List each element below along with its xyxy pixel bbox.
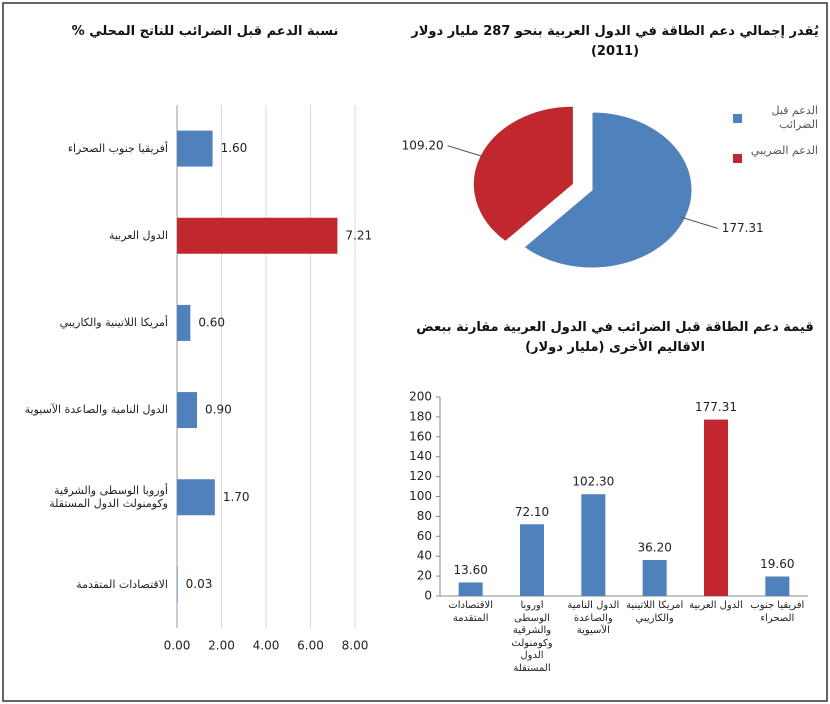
value-label: 0.90 <box>205 403 232 417</box>
legend-label-box: الدعم الضريبي <box>750 144 818 157</box>
category-label-box: الاقتصادات المتقدمة <box>76 577 168 591</box>
category-label-box: أوروبا الوسطى والشرقية وكومنولث الدول ال… <box>511 600 553 674</box>
x-tick-label: 0.00 <box>164 639 191 653</box>
category-label: الدول العربية <box>689 600 743 611</box>
y-tick-label: 140 <box>409 449 432 463</box>
y-tick-label: 180 <box>409 409 432 423</box>
category-label-box: الاقتصادات المتقدمة <box>448 600 493 624</box>
category-label: أمريكا اللاتينية والكاريبي <box>59 316 168 330</box>
y-tick-label: 20 <box>417 569 432 583</box>
y-tick-label: 80 <box>417 509 432 523</box>
value-label: 36.20 <box>637 540 671 554</box>
value-label: 13.60 <box>453 563 487 577</box>
category-label: الدول النامية والصاعدة الآسيوية <box>567 600 620 636</box>
category-label: أفريقيا جنوب الصحراء <box>750 600 805 624</box>
bar <box>177 392 198 429</box>
x-tick-label: 2.00 <box>208 639 235 653</box>
value-label: 0.03 <box>186 577 213 591</box>
bar <box>177 217 338 254</box>
category-label-box: الدول العربية <box>108 228 168 242</box>
x-tick-label: 4.00 <box>253 639 280 653</box>
bar <box>765 576 790 596</box>
bar <box>642 559 667 596</box>
y-tick-label: 60 <box>417 529 432 543</box>
value-label: 1.70 <box>223 490 250 504</box>
x-tick-label: 8.00 <box>342 639 369 653</box>
value-label: 7.21 <box>345 228 372 242</box>
chart-title: قيمة دعم الطاقة قبل الضرائب في الدول الع… <box>416 320 814 355</box>
value-label: 1.60 <box>221 141 248 155</box>
chart-title-box: يُقدر إجمالي دعم الطاقة في الدول العربية… <box>411 24 819 59</box>
bar <box>177 304 191 341</box>
chart-title-box: قيمة دعم الطاقة قبل الضرائب في الدول الع… <box>416 320 814 355</box>
legend-label: الدعم الضريبي <box>750 144 818 157</box>
category-label-box: أمريكا اللاتينية والكاريبي <box>626 600 684 624</box>
bar <box>704 419 728 596</box>
category-label: أوروبا الوسطى والشرقية وكومنولث الدول ال… <box>511 600 553 674</box>
value-label: 177.31 <box>722 221 764 235</box>
value-label: 0.60 <box>198 315 225 329</box>
legend-label-box: الدعم قبل الضرائب <box>771 104 818 131</box>
category-label-box: الدول النامية والصاعدة الآسيوية <box>24 403 168 417</box>
category-label: الدول النامية والصاعدة الآسيوية <box>24 403 168 417</box>
legend-label: الدعم قبل الضرائب <box>771 104 818 131</box>
chart-title: يُقدر إجمالي دعم الطاقة في الدول العربية… <box>411 24 819 59</box>
category-label: أفريقيا جنوب الصحراء <box>67 141 168 155</box>
x-tick-label: 6.00 <box>297 639 324 653</box>
leader-line <box>447 145 486 158</box>
bar <box>581 494 606 596</box>
y-tick-label: 40 <box>417 549 432 563</box>
category-label: أوروبا الوسطى والشرقية وكومنولث الدول ال… <box>49 483 168 511</box>
value-label: 109.20 <box>402 138 444 152</box>
bar <box>177 566 178 603</box>
category-label: الاقتصادات المتقدمة <box>448 600 493 624</box>
y-tick-label: 200 <box>409 390 432 404</box>
legend-swatch <box>733 114 742 123</box>
bar <box>177 479 215 516</box>
legend-swatch <box>733 154 742 163</box>
bar <box>520 524 544 596</box>
bar <box>177 130 213 167</box>
category-label-box: الدول النامية والصاعدة الآسيوية <box>567 600 620 636</box>
category-label: الاقتصادات المتقدمة <box>76 577 168 591</box>
value-label: 19.60 <box>760 557 794 571</box>
category-label-box: أمريكا اللاتينية والكاريبي <box>59 316 168 330</box>
y-tick-label: 120 <box>409 469 432 483</box>
category-label: الدول العربية <box>108 228 168 242</box>
value-label: 72.10 <box>515 505 549 519</box>
y-tick-label: 100 <box>409 489 432 503</box>
y-tick-label: 0 <box>424 589 432 603</box>
chart-title-box: نسبة الدعم قبل الضرائب للناتج المحلي % <box>71 24 339 39</box>
bar <box>458 582 483 596</box>
leader-line <box>680 216 718 229</box>
value-label: 177.31 <box>695 400 737 414</box>
value-label: 102.30 <box>572 475 614 489</box>
category-label-box: أوروبا الوسطى والشرقية وكومنولث الدول ال… <box>49 483 168 511</box>
category-label-box: أفريقيا جنوب الصحراء <box>67 141 168 155</box>
y-tick-label: 160 <box>409 429 432 443</box>
category-label: أمريكا اللاتينية والكاريبي <box>626 600 684 624</box>
category-label-box: الدول العربية <box>689 600 743 611</box>
chart-title: نسبة الدعم قبل الضرائب للناتج المحلي % <box>71 24 339 39</box>
category-label-box: أفريقيا جنوب الصحراء <box>750 600 805 624</box>
